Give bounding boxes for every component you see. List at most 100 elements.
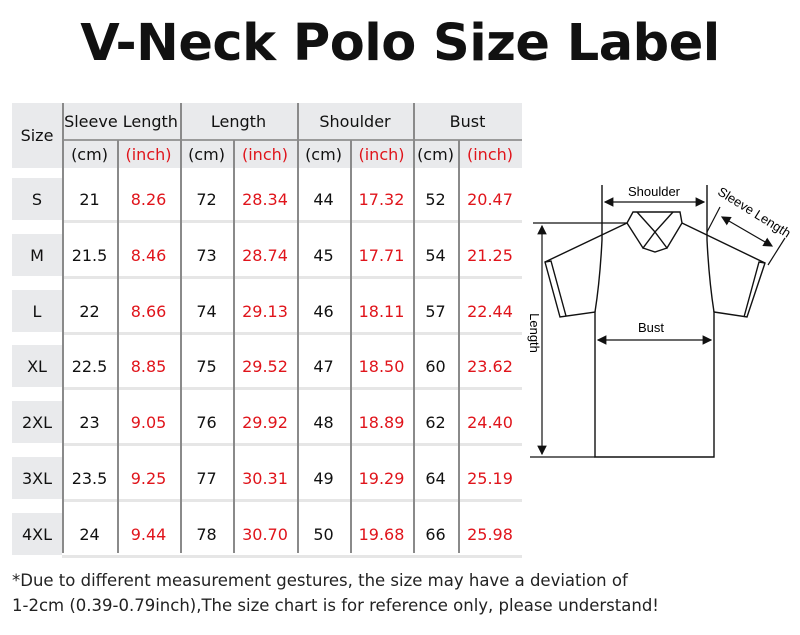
inch-value: 29.52: [242, 356, 288, 376]
shoulder-label: Shoulder: [628, 184, 681, 199]
cm-value: 49: [313, 468, 334, 488]
inch-value: 8.46: [130, 245, 167, 265]
inch-value: 29.13: [242, 301, 288, 321]
measurement-lines: [530, 197, 786, 458]
cm-value: 44: [313, 189, 334, 209]
unit-inch-header: (inch): [350, 140, 413, 168]
inch-value: 23.62: [467, 356, 513, 376]
inch-value: 17.32: [358, 189, 405, 209]
inch-value: 8.66: [130, 301, 167, 321]
row-divider: [62, 443, 522, 446]
inch-value: 30.31: [242, 468, 288, 488]
size-table: Size Sleeve Length (cm) (inch) Length (cm) (in…: [12, 103, 522, 558]
unit-inch-header: (inch): [233, 140, 297, 168]
column-divider: [458, 140, 460, 553]
sleeve-length-label: Sleeve Length: [715, 184, 793, 241]
inch-value: 28.34: [242, 189, 288, 209]
cm-value: 47: [313, 356, 334, 376]
cm-value: 23: [79, 412, 100, 432]
length-label: Length: [527, 313, 542, 353]
unit-inch-header: (inch): [458, 140, 522, 168]
inch-value: 9.05: [130, 412, 167, 432]
column-divider: [62, 103, 64, 553]
cm-value: 24: [79, 524, 100, 544]
inch-value: 19.68: [358, 524, 405, 544]
column-divider: [117, 140, 119, 553]
row-divider: [62, 499, 522, 502]
cm-value: 77: [196, 468, 217, 488]
size-cell: 4XL: [12, 513, 62, 555]
cm-value: 46: [313, 301, 334, 321]
inch-value: 9.25: [130, 468, 167, 488]
size-cell: S: [12, 178, 62, 220]
unit-cm-header: (cm): [180, 140, 233, 168]
column-divider: [297, 103, 299, 553]
cm-value: 75: [196, 356, 217, 376]
cm-value: 22: [79, 301, 100, 321]
row-divider: [62, 276, 522, 279]
inch-value: 29.92: [242, 412, 288, 432]
inch-value: 22.44: [467, 301, 513, 321]
row-divider: [62, 387, 522, 390]
inch-value: 8.85: [130, 356, 167, 376]
inch-value: 25.19: [467, 468, 513, 488]
column-header-bust: Bust: [413, 103, 522, 140]
row-divider: [62, 555, 522, 558]
cm-value: 21: [79, 189, 100, 209]
cm-value: 76: [196, 412, 217, 432]
size-cell: XL: [12, 345, 62, 387]
cm-value: 54: [425, 245, 446, 265]
inch-value: 8.26: [130, 189, 167, 209]
cm-value: 74: [196, 301, 217, 321]
inch-value: 28.74: [242, 245, 288, 265]
inch-value: 25.98: [467, 524, 513, 544]
header-divider: [62, 139, 522, 141]
size-cell: 2XL: [12, 401, 62, 443]
cm-value: 73: [196, 245, 217, 265]
row-divider: [62, 332, 522, 335]
cm-value: 72: [196, 189, 217, 209]
unit-inch-header: (inch): [117, 140, 180, 168]
footnote-line-2: 1-2cm (0.39-0.79inch),The size chart is …: [12, 596, 659, 615]
inch-value: 17.71: [358, 245, 405, 265]
inch-value: 18.89: [358, 412, 405, 432]
cm-value: 66: [425, 524, 446, 544]
size-cell: 3XL: [12, 457, 62, 499]
cm-value: 57: [425, 301, 446, 321]
cm-value: 21.5: [71, 245, 108, 265]
size-header: Size: [12, 103, 62, 168]
column-header-length: Length: [180, 103, 297, 140]
unit-cm-header: (cm): [413, 140, 458, 168]
inch-value: 18.50: [358, 356, 405, 376]
column-divider: [350, 140, 352, 553]
cm-value: 48: [313, 412, 334, 432]
column-header-shoulder: Shoulder: [297, 103, 413, 140]
inch-value: 18.11: [358, 301, 405, 321]
column-divider: [413, 103, 415, 553]
cm-value: 60: [425, 356, 446, 376]
inch-value: 24.40: [467, 412, 513, 432]
unit-cm-header: (cm): [62, 140, 117, 168]
column-divider: [233, 140, 235, 553]
size-cell: L: [12, 290, 62, 332]
column-divider: [180, 103, 182, 553]
footnote-line-1: *Due to different measurement gestures, …: [12, 571, 628, 590]
inch-value: 21.25: [467, 245, 513, 265]
row-divider: [62, 220, 522, 223]
cm-value: 45: [313, 245, 334, 265]
bust-label: Bust: [638, 320, 664, 335]
size-cell: M: [12, 234, 62, 276]
cm-value: 50: [313, 524, 334, 544]
cm-value: 62: [425, 412, 446, 432]
cm-value: 64: [425, 468, 446, 488]
cm-value: 52: [425, 189, 446, 209]
sleeve-length-arrow: [720, 216, 774, 247]
inch-value: 19.29: [358, 468, 405, 488]
inch-value: 20.47: [467, 189, 513, 209]
column-header-sleeve-length: Sleeve Length: [62, 103, 180, 140]
cm-value: 78: [196, 524, 217, 544]
page-title: V-Neck Polo Size Label: [80, 14, 720, 73]
unit-cm-header: (cm): [297, 140, 350, 168]
cm-value: 22.5: [71, 356, 108, 376]
